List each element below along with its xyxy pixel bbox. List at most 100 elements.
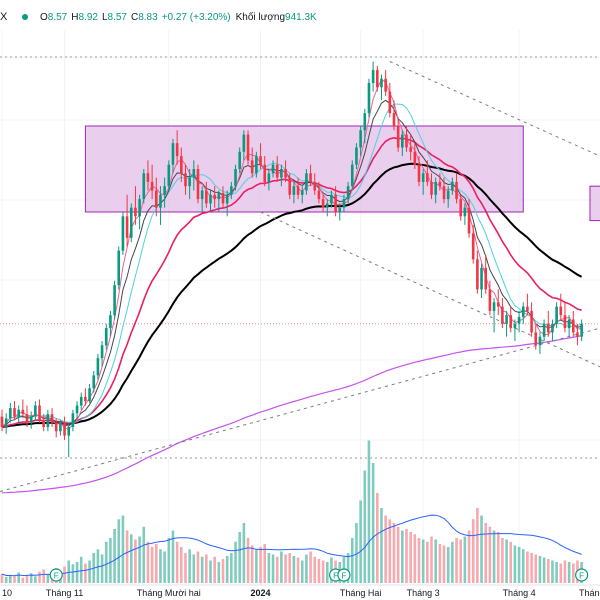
candle — [388, 83, 392, 118]
volume-bar — [359, 500, 362, 583]
candle-body — [221, 193, 225, 204]
x-tick-label: 10 — [2, 588, 12, 598]
candle — [280, 164, 283, 187]
candle-body — [330, 194, 333, 204]
candle-body — [371, 70, 375, 83]
candle-body — [501, 306, 504, 324]
volume-bar — [563, 560, 567, 583]
candle-body — [426, 173, 429, 182]
candle — [517, 310, 521, 333]
candle-body — [446, 190, 450, 200]
candle — [59, 420, 62, 436]
volume-bar — [313, 556, 317, 583]
candle — [42, 414, 45, 432]
candle-body — [455, 181, 458, 200]
high-value: 8.92 — [78, 11, 98, 23]
volume-bar — [205, 554, 208, 583]
candle-body — [451, 181, 454, 191]
volume-bar — [238, 532, 241, 583]
candle-body — [184, 173, 187, 187]
candle-body — [380, 78, 383, 88]
candle — [255, 151, 258, 178]
candle-body — [459, 199, 462, 217]
volume-bar — [505, 539, 508, 583]
candle-body — [159, 194, 162, 208]
candle — [559, 293, 563, 320]
candle-body — [175, 143, 179, 157]
candle-body — [384, 78, 387, 92]
candle-body — [517, 316, 521, 324]
candle-body — [484, 267, 488, 290]
volume-bar — [175, 541, 179, 583]
candle-body — [9, 408, 12, 419]
volume-bar — [546, 559, 550, 583]
candle — [434, 177, 437, 204]
candle — [225, 190, 229, 217]
candle — [138, 194, 141, 230]
candle — [521, 302, 525, 324]
volume-bar — [551, 560, 554, 583]
candle-body — [476, 259, 479, 290]
candle — [113, 280, 116, 320]
candle — [21, 399, 25, 419]
candle — [100, 341, 104, 367]
candle-body — [142, 173, 146, 200]
volume-bar — [442, 545, 446, 583]
volume-bar — [405, 529, 408, 583]
volume-bar — [376, 493, 379, 583]
volume-bar — [446, 547, 450, 583]
candle-body — [238, 151, 241, 169]
volume-bar — [317, 559, 321, 583]
volume-bar — [513, 545, 517, 583]
candle-body — [129, 207, 133, 238]
volume-bar — [38, 571, 41, 583]
candle-body — [505, 315, 508, 324]
volume-bar — [67, 560, 71, 583]
volume-bar — [567, 562, 571, 583]
candle-body — [225, 194, 229, 204]
earnings-marker-label: F — [54, 572, 59, 581]
candle — [167, 160, 171, 191]
volume-bar — [225, 556, 229, 583]
candle-body — [350, 164, 354, 187]
volume-bar — [0, 574, 4, 583]
volume-bar — [29, 573, 33, 583]
candle — [530, 302, 533, 337]
candle — [534, 323, 538, 350]
volume-bar — [280, 551, 283, 583]
candle-body — [42, 420, 45, 427]
candle-body — [580, 323, 583, 337]
candle-body — [13, 408, 16, 417]
ma-10-line — [1, 99, 582, 428]
volume-bar — [530, 553, 533, 583]
candle-body — [317, 190, 321, 200]
volume-bar — [13, 576, 16, 583]
candle-body — [38, 405, 41, 421]
candle — [0, 409, 4, 432]
candle — [384, 70, 387, 96]
volume-bar — [496, 532, 500, 583]
candle-body — [230, 186, 233, 195]
candle — [284, 160, 287, 182]
candle — [213, 186, 216, 208]
candle-body — [546, 323, 550, 333]
x-tick-label: 2024 — [251, 588, 271, 598]
grid-lines — [0, 30, 600, 585]
volume-bar — [196, 551, 200, 583]
volume-bar — [459, 539, 462, 583]
candle — [555, 302, 558, 329]
candle — [46, 409, 50, 432]
candle-body — [17, 409, 20, 417]
volume-bar — [476, 508, 479, 583]
candle — [576, 323, 579, 346]
volume-bar — [17, 572, 20, 583]
candle — [413, 143, 417, 169]
volume-bar — [42, 569, 45, 583]
candle-body — [567, 319, 571, 329]
candle-body — [280, 169, 283, 178]
candle-body — [100, 345, 104, 359]
candle — [338, 203, 342, 221]
candle-body — [67, 427, 71, 436]
